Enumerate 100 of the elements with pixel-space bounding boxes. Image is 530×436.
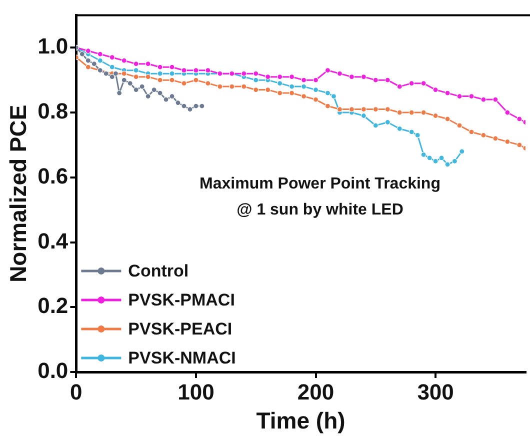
point — [109, 54, 115, 60]
point — [324, 68, 331, 74]
point — [85, 58, 91, 64]
point — [408, 80, 414, 86]
point — [277, 90, 283, 96]
point — [85, 48, 91, 54]
point — [459, 148, 465, 154]
point — [241, 84, 247, 90]
point — [420, 110, 426, 116]
point — [145, 74, 151, 80]
x-axis-title: Time (h) — [256, 408, 346, 434]
point — [336, 106, 343, 112]
point — [444, 116, 450, 122]
point — [127, 80, 133, 86]
point — [169, 64, 175, 70]
y-tick-label: 0.8 — [38, 98, 68, 124]
point — [193, 103, 199, 109]
point — [444, 162, 450, 168]
point — [289, 74, 295, 80]
legend-label: PVSK-NMACI — [128, 348, 236, 368]
point — [456, 122, 462, 128]
y-tick-label: 1.0 — [38, 34, 68, 59]
point — [336, 70, 343, 76]
point — [420, 80, 426, 86]
point — [217, 84, 223, 90]
point — [348, 74, 355, 80]
point — [504, 110, 510, 116]
point — [438, 155, 444, 161]
point — [133, 74, 139, 80]
point — [157, 70, 163, 76]
y-tick-label: 0.2 — [38, 293, 68, 318]
legend-label: PVSK-PEACI — [128, 320, 232, 339]
point — [253, 87, 259, 93]
point — [396, 110, 402, 116]
point — [492, 136, 498, 142]
point — [516, 142, 522, 148]
point — [289, 90, 295, 96]
point — [112, 70, 119, 76]
point — [300, 77, 307, 83]
point — [444, 90, 450, 96]
point — [121, 58, 127, 64]
point — [151, 87, 157, 93]
point — [372, 122, 378, 128]
point — [492, 96, 498, 102]
x-tick-label: 100 — [178, 379, 214, 404]
point — [516, 116, 522, 122]
point — [205, 80, 211, 86]
point — [163, 96, 169, 102]
point — [312, 96, 319, 102]
point — [330, 93, 337, 100]
point — [300, 84, 307, 90]
point — [193, 68, 199, 74]
point — [121, 77, 127, 83]
point — [277, 80, 283, 86]
x-tick-label: 200 — [297, 379, 334, 404]
point — [181, 68, 187, 74]
point — [109, 64, 115, 70]
point — [241, 70, 247, 76]
point — [193, 77, 199, 83]
point — [157, 77, 163, 83]
point — [384, 77, 390, 83]
point — [103, 70, 109, 76]
point — [253, 77, 259, 83]
annotation: @ 1 sun by white LED — [236, 201, 404, 218]
point — [205, 68, 211, 74]
point — [169, 93, 175, 100]
point — [277, 74, 283, 80]
point — [414, 132, 420, 138]
point — [181, 103, 187, 109]
point — [452, 158, 458, 164]
point — [360, 74, 366, 80]
legend-label: PVSK-PMACI — [128, 290, 235, 310]
point — [79, 51, 85, 57]
point — [97, 58, 103, 64]
point — [157, 90, 163, 96]
point — [426, 155, 432, 161]
point — [372, 77, 378, 83]
point — [85, 64, 91, 70]
y-tick-label: 0.0 — [38, 358, 68, 384]
point — [139, 84, 145, 90]
point — [265, 74, 271, 80]
legend-label: Control — [128, 262, 189, 281]
y-tick-label: 0.6 — [38, 163, 68, 188]
point — [396, 84, 402, 90]
point — [97, 51, 103, 57]
y-tick-label: 0.4 — [38, 228, 69, 254]
point — [169, 70, 175, 76]
point — [91, 61, 97, 67]
point — [432, 87, 438, 93]
y-axis-title: Normalized PCE — [5, 104, 32, 282]
x-tick-label: 300 — [417, 379, 454, 404]
point — [324, 103, 331, 109]
point — [312, 77, 319, 83]
point — [199, 103, 205, 109]
point — [289, 84, 295, 90]
point — [169, 77, 175, 83]
point — [157, 64, 163, 70]
point — [253, 70, 259, 76]
point — [181, 80, 187, 86]
point — [121, 70, 127, 76]
